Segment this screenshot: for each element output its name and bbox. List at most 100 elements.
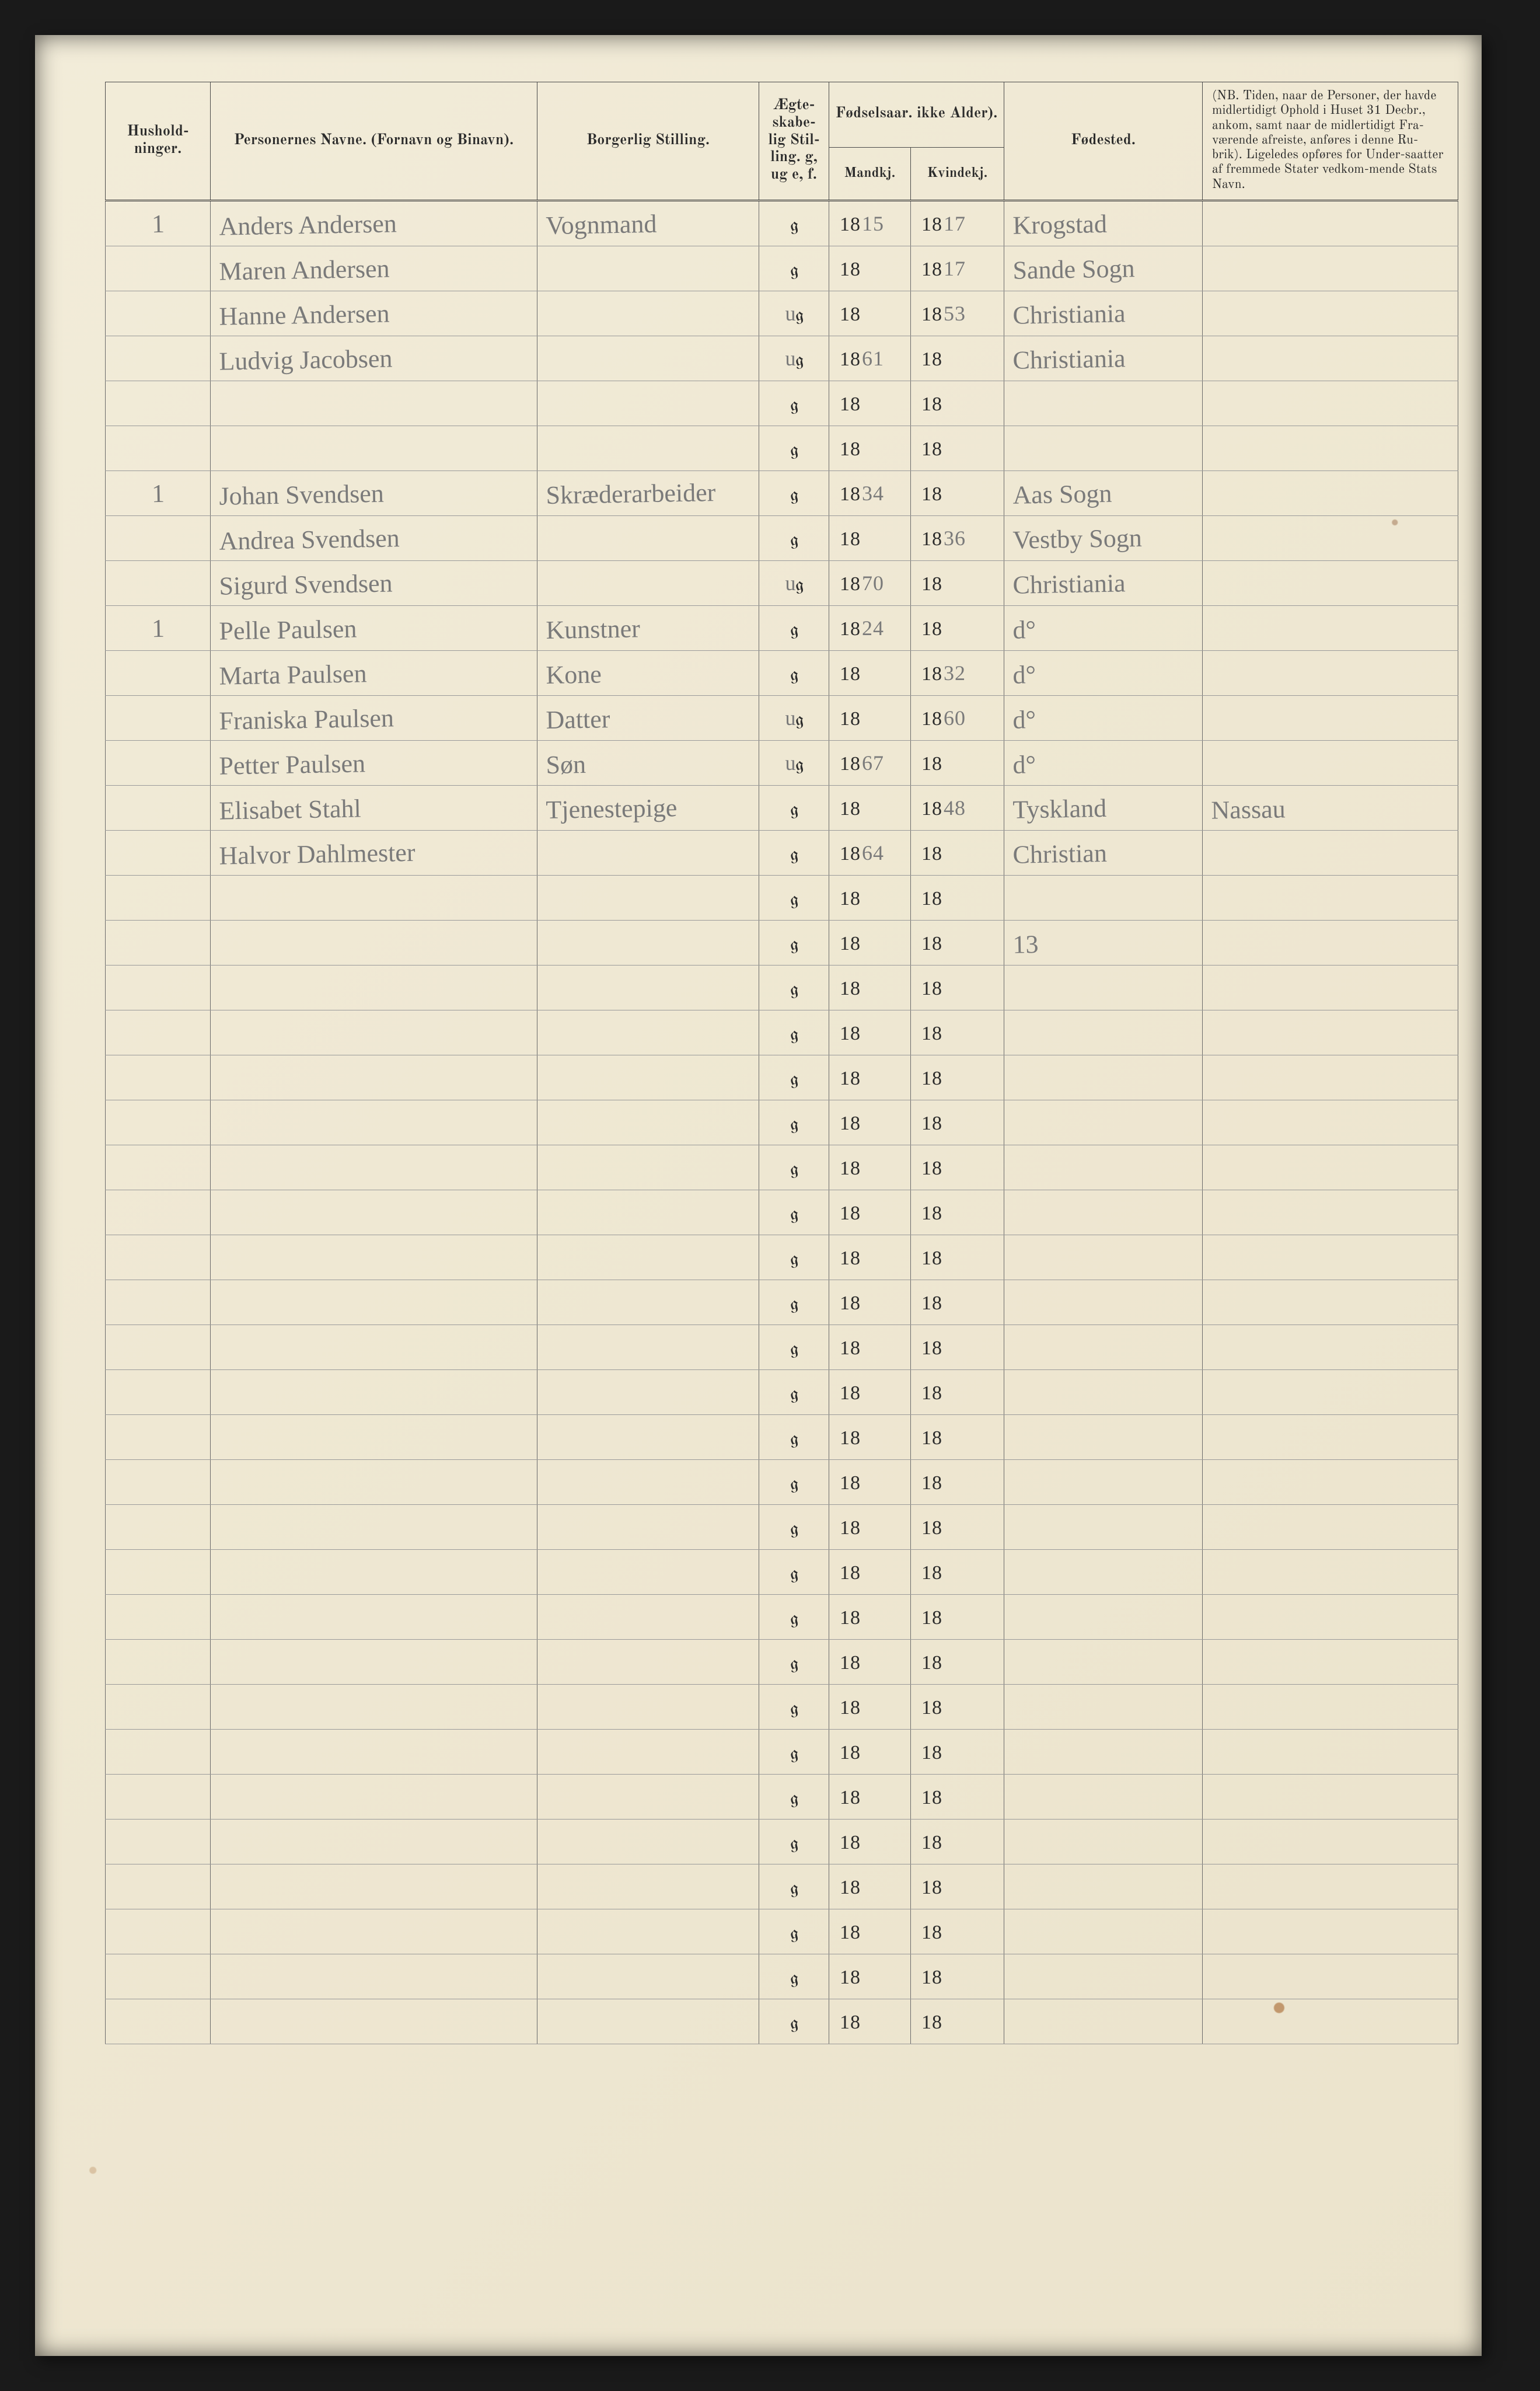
cell-fodested	[1004, 1638, 1203, 1686]
cell-fodested: d°	[1004, 649, 1203, 698]
cell-navn	[210, 1052, 537, 1103]
cell-navn: Halvor Dahlmester	[210, 828, 537, 879]
cell-navn	[210, 1727, 537, 1777]
mand-suffix: 34	[862, 482, 884, 505]
printed-g: g	[791, 531, 799, 550]
printed-18: 18	[840, 573, 861, 595]
cell-nb	[1202, 559, 1458, 608]
cell-egteskabelig: g	[759, 1145, 829, 1190]
cell-fodested: Aas Sogn	[1004, 469, 1203, 518]
cell-nb	[1202, 1997, 1458, 2047]
cell-stilling	[537, 1368, 759, 1417]
egte-prefix: u	[785, 751, 796, 775]
printed-18: 18	[840, 888, 861, 909]
header-mandkj: Mandkj.	[829, 147, 911, 200]
printed-g: g	[791, 2014, 799, 2033]
cell-nb	[1202, 1233, 1458, 1282]
cell-kvindkj: 1817	[911, 246, 1004, 291]
cell-fodested	[1004, 1009, 1203, 1057]
cell-stilling	[537, 1862, 759, 1911]
cell-husholdninger	[105, 335, 211, 382]
cell-husholdninger	[105, 1998, 211, 2045]
cell-stilling	[537, 1413, 759, 1462]
cell-mandkj: 1824	[829, 606, 911, 651]
cell-fodested: Christian	[1004, 829, 1203, 877]
cell-kvindkj: 18	[911, 606, 1004, 651]
cell-nb	[1202, 198, 1458, 249]
printed-18: 18	[921, 1832, 942, 1853]
printed-18: 18	[921, 753, 942, 775]
cell-nb: Nassau	[1202, 783, 1458, 833]
printed-18: 18	[921, 1113, 942, 1134]
printed-18: 18	[921, 393, 942, 415]
cell-egteskabelig: ug	[759, 561, 829, 606]
header-kvindkj: Kvindekj.	[911, 147, 1004, 200]
cell-mandkj: 18	[829, 1640, 911, 1685]
cell-stilling	[537, 289, 759, 338]
cell-stilling: Kunstner	[537, 604, 759, 653]
table-row: g1818	[106, 1190, 1458, 1235]
printed-g: g	[791, 1925, 799, 1943]
printed-g: g	[791, 1745, 799, 1763]
ledger-page: Hushold- ninger. Personernes Navne. (For…	[35, 35, 1482, 2356]
cell-husholdninger	[105, 1189, 211, 1236]
cell-navn	[210, 1547, 537, 1598]
cell-husholdninger	[105, 1144, 211, 1191]
printed-g: g	[791, 217, 799, 235]
cell-navn	[210, 1008, 537, 1058]
cell-fodested	[1004, 874, 1203, 922]
printed-18: 18	[840, 1742, 861, 1763]
printed-18: 18	[921, 1382, 942, 1404]
cell-mandkj: 18	[829, 1775, 911, 1820]
printed-g: g	[796, 756, 804, 775]
header-fodselsaar: Fødselsaar. ikke Alder).	[829, 82, 1004, 148]
cell-egteskabelig: g	[759, 786, 829, 831]
cell-navn	[210, 1817, 537, 1867]
cell-stilling	[537, 1233, 759, 1282]
printed-18: 18	[840, 393, 861, 415]
kvind-suffix: 17	[944, 212, 966, 235]
cell-kvindkj: 18	[911, 1550, 1004, 1595]
table-header: Hushold- ninger. Personernes Navne. (For…	[106, 82, 1458, 201]
cell-husholdninger	[105, 1324, 211, 1371]
printed-18: 18	[921, 528, 942, 550]
printed-18: 18	[921, 933, 942, 954]
census-table: Hushold- ninger. Personernes Navne. (For…	[105, 82, 1458, 2044]
printed-18: 18	[840, 618, 861, 640]
cell-navn: Hanne Andersen	[210, 288, 537, 339]
printed-g: g	[791, 1340, 799, 1359]
cell-stilling	[537, 963, 759, 1012]
cell-kvindkj: 18	[911, 1055, 1004, 1100]
printed-g: g	[791, 1385, 799, 1404]
cell-navn	[210, 1412, 537, 1463]
cell-egteskabelig: g	[759, 1685, 829, 1730]
cell-nb	[1202, 1053, 1458, 1103]
cell-egteskabelig: g	[759, 1954, 829, 1999]
header-navne: Personernes Navne. (Fornavn og Binavn).	[211, 82, 537, 201]
cell-egteskabelig: g	[759, 876, 829, 921]
cell-mandkj: 18	[829, 1415, 911, 1460]
cell-navn	[210, 1097, 537, 1148]
cell-kvindkj: 18	[911, 1190, 1004, 1235]
table-row: g1818	[106, 1909, 1458, 1954]
cell-egteskabelig: g	[759, 1864, 829, 1909]
cell-navn	[210, 1142, 537, 1193]
cell-nb	[1202, 873, 1458, 923]
cell-kvindkj: 18	[911, 1864, 1004, 1909]
printed-g: g	[791, 441, 799, 460]
cell-mandkj: 18	[829, 1505, 911, 1550]
mand-suffix: 15	[862, 212, 884, 235]
cell-egteskabelig: g	[759, 1640, 829, 1685]
printed-18: 18	[921, 1967, 942, 1988]
cell-stilling	[537, 1772, 759, 1821]
cell-mandkj: 18	[829, 1190, 911, 1235]
cell-stilling	[537, 918, 759, 967]
table-row: Petter PaulsenSønug186718d°	[106, 741, 1458, 786]
cell-navn	[210, 918, 537, 968]
cell-navn: Elisabet Stahl	[210, 783, 537, 834]
table-row: 1Anders AndersenVognmandg18151817Krogsta…	[106, 201, 1458, 246]
cell-fodested	[1004, 1188, 1203, 1237]
cell-kvindkj: 18	[911, 1640, 1004, 1685]
cell-egteskabelig: g	[759, 1730, 829, 1775]
cell-mandkj: 18	[829, 1595, 911, 1640]
